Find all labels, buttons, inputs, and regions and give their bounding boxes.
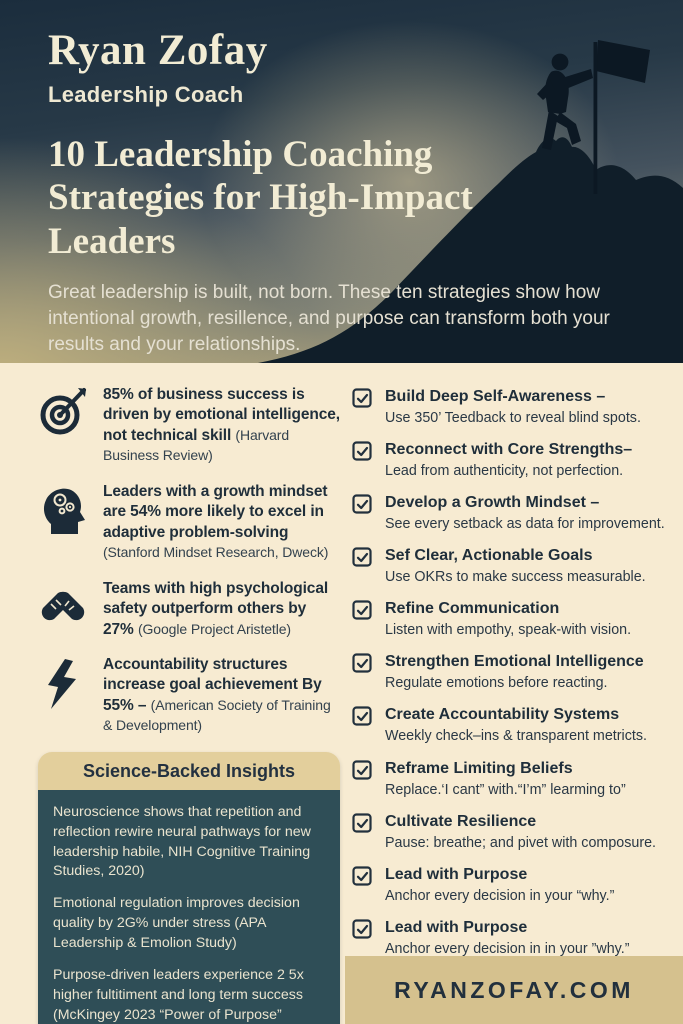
- strategy-description: Anchor every decision in in your ”why.”: [385, 940, 630, 957]
- strategies-checklist: Build Deep Self-Awareness – Use 350’ Tee…: [352, 387, 674, 971]
- strategy-item: Sef Clear, Actionable Goals Use OKRs to …: [352, 546, 674, 587]
- strategy-item: Cultivate Resilience Pause: breathe; and…: [352, 812, 674, 853]
- strategy-title: Cultivate Resilience: [385, 812, 537, 830]
- strategy-title: Build Deep Self-Awareness –: [385, 388, 606, 405]
- stat-item-psychological-safety: Teams with high psychological safety out…: [38, 579, 340, 640]
- stat-text: 85% of business success is driven by emo…: [103, 386, 341, 444]
- checked-checkbox-icon: [352, 387, 373, 414]
- main-content: 85% of business success is driven by emo…: [0, 363, 683, 1024]
- strategy-title: Reframe Limiting Beliefs: [385, 759, 573, 777]
- strategy-item: Strengthen Emotional Intelligence Regula…: [352, 652, 674, 693]
- stat-text: Teams with high psychological safety out…: [103, 579, 329, 638]
- stat-text: Accountability structures increase goal …: [103, 655, 322, 714]
- insight-paragraph: Emotional regulation improves decision q…: [53, 895, 300, 952]
- checked-checkbox-icon: [352, 812, 373, 839]
- mountain-summit-illustration: [258, 40, 683, 363]
- strategy-title: Sef Clear, Actionable Goals: [385, 547, 593, 565]
- strategy-description: Anchor every decision in your “why.”: [385, 887, 615, 904]
- checked-checkbox-icon: [352, 652, 373, 679]
- strategy-description: Lead from authenticity, not perfection.: [385, 463, 624, 480]
- brand-name: Ryan Zofay: [48, 27, 268, 74]
- hero-section: Ryan Zofay Leadership Coach 10 Leadershi…: [0, 0, 683, 363]
- checked-checkbox-icon: [352, 493, 373, 520]
- brand-role: Leadership Coach: [48, 82, 244, 107]
- stat-source: (Harvard Business Review): [103, 426, 290, 464]
- insight-paragraph: Neuroscience shows that repetition and r…: [53, 803, 311, 880]
- stat-source: (Stanford Mindset Research, Dweck): [103, 544, 329, 561]
- strategy-item: Lead with Purpose Anchor every decision …: [352, 865, 674, 906]
- mountain-silhouette: [258, 137, 683, 363]
- brain-head-icon: [38, 482, 90, 536]
- strategy-title: Create Accountability Systems: [385, 706, 620, 724]
- stat-text: Leaders with a growth mindset are 54% mo…: [103, 482, 328, 541]
- page-title: 10 Leadership Coaching Strategies for Hi…: [48, 134, 473, 262]
- dartboard-icon: [38, 385, 90, 437]
- intro-paragraph: Great leadership is built, not born. The…: [48, 281, 610, 355]
- strategy-title: Lead with Purpose: [385, 918, 528, 936]
- strategy-item: Create Accountability Systems Weekly che…: [352, 705, 674, 746]
- strategy-item: Build Deep Self-Awareness – Use 350’ Tee…: [352, 387, 674, 428]
- website-url: RYANZOFAY.COM: [394, 976, 634, 1003]
- strategy-item: Reframe Limiting Beliefs Replace.‘I cant…: [352, 759, 674, 800]
- strategy-description: Listen with empothy, speak-with vision.: [385, 622, 632, 639]
- stat-source: (Google Project Aristetle): [137, 620, 291, 637]
- checked-checkbox-icon: [352, 918, 373, 945]
- strategy-item: Develop a Growth Mindset – See every set…: [352, 493, 674, 534]
- checked-checkbox-icon: [352, 599, 373, 626]
- climber-flag-silhouette: [537, 40, 650, 194]
- stat-source: (American Society of Training & Developm…: [103, 696, 331, 734]
- stat-item-accountability: Accountability structures increase goal …: [38, 655, 340, 737]
- stats-column: 85% of business success is driven by emo…: [38, 385, 340, 1024]
- strategy-description: Regulate emotions before reacting.: [385, 675, 608, 692]
- strategy-title: Strengthen Emotional Intelligence: [385, 653, 644, 671]
- lightning-icon: [38, 655, 90, 711]
- strategy-title: Develop a Growth Mindset –: [385, 494, 600, 512]
- stat-item-emotional-intelligence: 85% of business success is driven by emo…: [38, 385, 340, 467]
- insight-paragraph: Purpose-driven leaders experience 2 5x h…: [53, 966, 304, 1023]
- strategy-description: Replace.‘I cant” with.“I’m” learming to”: [385, 781, 626, 798]
- insights-body: Neuroscience shows that repetition and r…: [38, 789, 340, 1024]
- strategy-description: See every setback as data for improvemen…: [385, 516, 665, 533]
- strategy-title: Lead with Purpose: [385, 865, 528, 883]
- strategy-title: Reconnect with Core Strengths–: [385, 441, 633, 459]
- strategy-description: Weekly check–ins & transparent metricts.: [385, 728, 647, 745]
- hero-content: Ryan Zofay Leadership Coach 10 Leadershi…: [0, 0, 683, 358]
- insights-header: Science-Backed Insights: [38, 751, 340, 790]
- strategy-description: Use 350’ Teedback to reveal blind spots.: [385, 410, 641, 426]
- strategy-title: Refine Communication: [385, 600, 560, 618]
- strategy-item: Reconnect with Core Strengths– Lead from…: [352, 440, 674, 481]
- checked-checkbox-icon: [352, 440, 373, 467]
- strategy-item: Lead with Purpose Anchor every decision …: [352, 918, 674, 959]
- stat-item-growth-mindset: Leaders with a growth mindset are 54% mo…: [38, 482, 340, 564]
- checked-checkbox-icon: [352, 705, 373, 732]
- checked-checkbox-icon: [352, 865, 373, 892]
- checked-checkbox-icon: [352, 546, 373, 573]
- footer-bar: RYANZOFAY.COM: [345, 956, 683, 1024]
- insights-title: Science-Backed Insights: [82, 760, 296, 781]
- strategy-item: Refine Communication Listen with empothy…: [352, 599, 674, 640]
- science-backed-insights-card: Science-Backed Insights Neuroscience sho…: [38, 751, 340, 1024]
- strategy-description: Use OKRs to make success measurable.: [385, 569, 646, 586]
- strategy-description: Pause: breathe; and pivet with composure…: [385, 834, 657, 851]
- checked-checkbox-icon: [352, 759, 373, 786]
- handshake-icon: [38, 579, 90, 629]
